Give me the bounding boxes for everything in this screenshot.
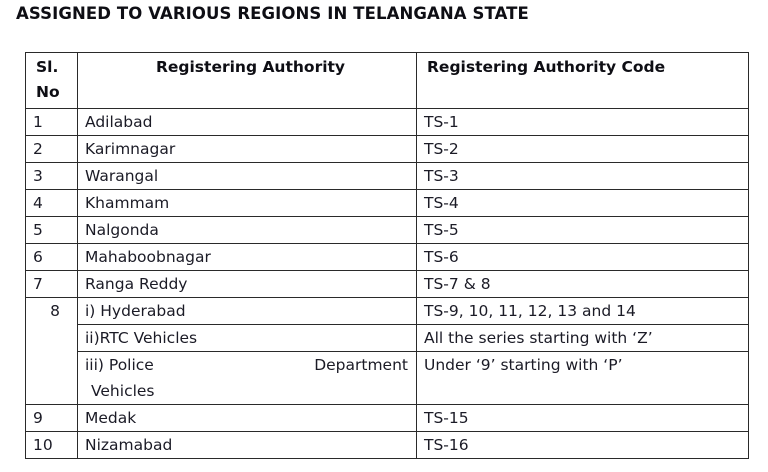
table-row: 2 Karimnagar TS-2 (25, 135, 749, 163)
code-cell: TS-4 (416, 189, 749, 217)
authority-cell-hyderabad: i) Hyderabad (77, 297, 417, 325)
table-row-hyderabad: 8 i) Hyderabad TS-9, 10, 11, 12, 13 and … (25, 297, 749, 405)
table-row: 1 Adilabad TS-1 (25, 108, 749, 136)
sl-cell: 4 (25, 189, 78, 217)
code-cell: TS-5 (416, 216, 749, 244)
table-row: 4 Khammam TS-4 (25, 189, 749, 217)
sl-cell: 2 (25, 135, 78, 163)
sl-cell-merged: 8 (25, 297, 78, 405)
code-cell-police-vehicles: Under ‘9’ starting with ‘P’ (416, 351, 749, 405)
authority-cell: Nizamabad (77, 431, 417, 459)
table-row: 9 Medak TS-15 (25, 404, 749, 432)
code-cell: TS-16 (416, 431, 749, 459)
code-cell: TS-7 & 8 (416, 270, 749, 298)
table-row: 3 Warangal TS-3 (25, 162, 749, 190)
police-part-3: Vehicles (91, 382, 155, 400)
code-cell: TS-15 (416, 404, 749, 432)
authority-cell: Nalgonda (77, 216, 417, 244)
code-cell: TS-1 (416, 108, 749, 136)
sl-cell: 10 (25, 431, 78, 459)
authority-cell: Karimnagar (77, 135, 417, 163)
header-sl-no: Sl. No (25, 52, 78, 109)
table-row: 10 Nizamabad TS-16 (25, 431, 749, 459)
authority-cell: Adilabad (77, 108, 417, 136)
police-part-2: Department (314, 356, 408, 374)
authority-cell-rtc-vehicles: ii)RTC Vehicles (77, 324, 417, 352)
code-cell-hyderabad: TS-9, 10, 11, 12, 13 and 14 (416, 297, 749, 325)
table-row: 6 Mahaboobnagar TS-6 (25, 243, 749, 271)
authority-cell: Mahaboobnagar (77, 243, 417, 271)
sl-cell: 7 (25, 270, 78, 298)
table-header-row: Sl. No Registering Authority Registering… (25, 52, 749, 109)
code-cell-rtc-vehicles: All the series starting with ‘Z’ (416, 324, 749, 352)
code-cell: TS-3 (416, 162, 749, 190)
header-registering-authority: Registering Authority (77, 52, 417, 109)
table-row: 7 Ranga Reddy TS-7 & 8 (25, 270, 749, 298)
authority-cell: Ranga Reddy (77, 270, 417, 298)
authority-cell-police-vehicles: iii) Police Department Vehicles (77, 351, 417, 405)
sl-cell: 3 (25, 162, 78, 190)
police-line-1: iii) Police Department (85, 353, 416, 379)
code-cell: TS-2 (416, 135, 749, 163)
sl-cell: 1 (25, 108, 78, 136)
header-registering-authority-code: Registering Authority Code (416, 52, 749, 109)
table-row-rtc-vehicles: ii)RTC Vehicles All the series starting … (26, 324, 749, 352)
sl-cell: 5 (25, 216, 78, 244)
table-row-police-vehicles: iii) Police Department Vehicles Under ‘9… (26, 351, 749, 405)
header-sl-line1: Sl. (36, 58, 59, 76)
authority-cell: Khammam (77, 189, 417, 217)
header-sl-line2: No (36, 83, 60, 101)
authority-cell: Medak (77, 404, 417, 432)
registering-authority-table: Sl. No Registering Authority Registering… (25, 52, 749, 459)
sl-cell: 6 (25, 243, 78, 271)
sl-cell: 9 (25, 404, 78, 432)
document-title: ASSIGNED TO VARIOUS REGIONS IN TELANGANA… (16, 4, 529, 23)
table-row: 5 Nalgonda TS-5 (25, 216, 749, 244)
authority-cell: Warangal (77, 162, 417, 190)
code-cell: TS-6 (416, 243, 749, 271)
police-part-1: iii) Police (85, 356, 154, 374)
